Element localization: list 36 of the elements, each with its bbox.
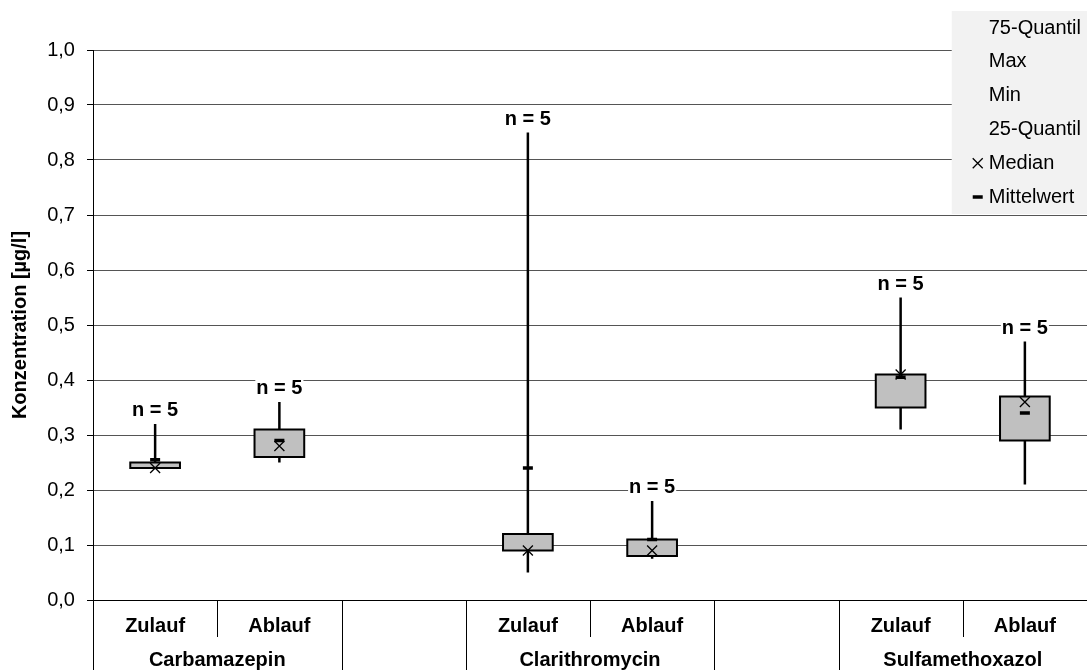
y-axis-title: Konzentration [µg/l]: [7, 230, 30, 420]
x-tick-label: Ablauf: [248, 613, 311, 636]
y-tick-label: 0,0: [47, 587, 75, 610]
x-tick-label: Zulauf: [125, 613, 186, 636]
point: [1019, 396, 1031, 408]
annotation: n = 5: [629, 475, 676, 497]
y-tick-label: 0,5: [47, 312, 75, 335]
y-tick-label: 1,0: [47, 37, 75, 60]
annotation: n = 5: [256, 376, 303, 398]
point: [522, 544, 534, 557]
y-tick-label: 0,7: [47, 202, 75, 225]
annotation: 25-Quantil: [988, 116, 1082, 139]
x-tick-label: Zulauf: [497, 613, 559, 636]
x-tick-label: Ablauf: [621, 613, 684, 636]
y-tick-label: 0,6: [47, 257, 75, 280]
text: 75-Quantil: [988, 15, 1082, 38]
annotation: Max: [988, 49, 1027, 72]
text: Clarithromycin: [519, 647, 661, 670]
y-tick-label: 0,2: [47, 477, 75, 500]
legend-label: Mittelwert: [988, 184, 1075, 207]
annotation: n = 5: [504, 106, 551, 129]
annotation: n = 5: [1001, 315, 1048, 338]
point: [149, 462, 161, 474]
annotation: n = 5: [877, 271, 924, 294]
annotation: Min: [988, 83, 1021, 106]
annotation: n = 5: [132, 398, 179, 420]
legend-label: Median: [988, 150, 1055, 173]
text: Carbamazepin: [148, 647, 286, 670]
text: Sulfamethoxazol: [883, 647, 1043, 670]
x-tick-label: Zulauf: [870, 613, 931, 636]
y-tick-label: 0,3: [47, 422, 75, 445]
y-tick-label: 0,4: [47, 367, 75, 390]
y-tick-label: 0,9: [47, 92, 75, 115]
x-tick-label: Ablauf: [993, 613, 1057, 636]
y-tick-label: 0,1: [47, 532, 75, 555]
y-tick-label: 0,8: [47, 147, 75, 170]
